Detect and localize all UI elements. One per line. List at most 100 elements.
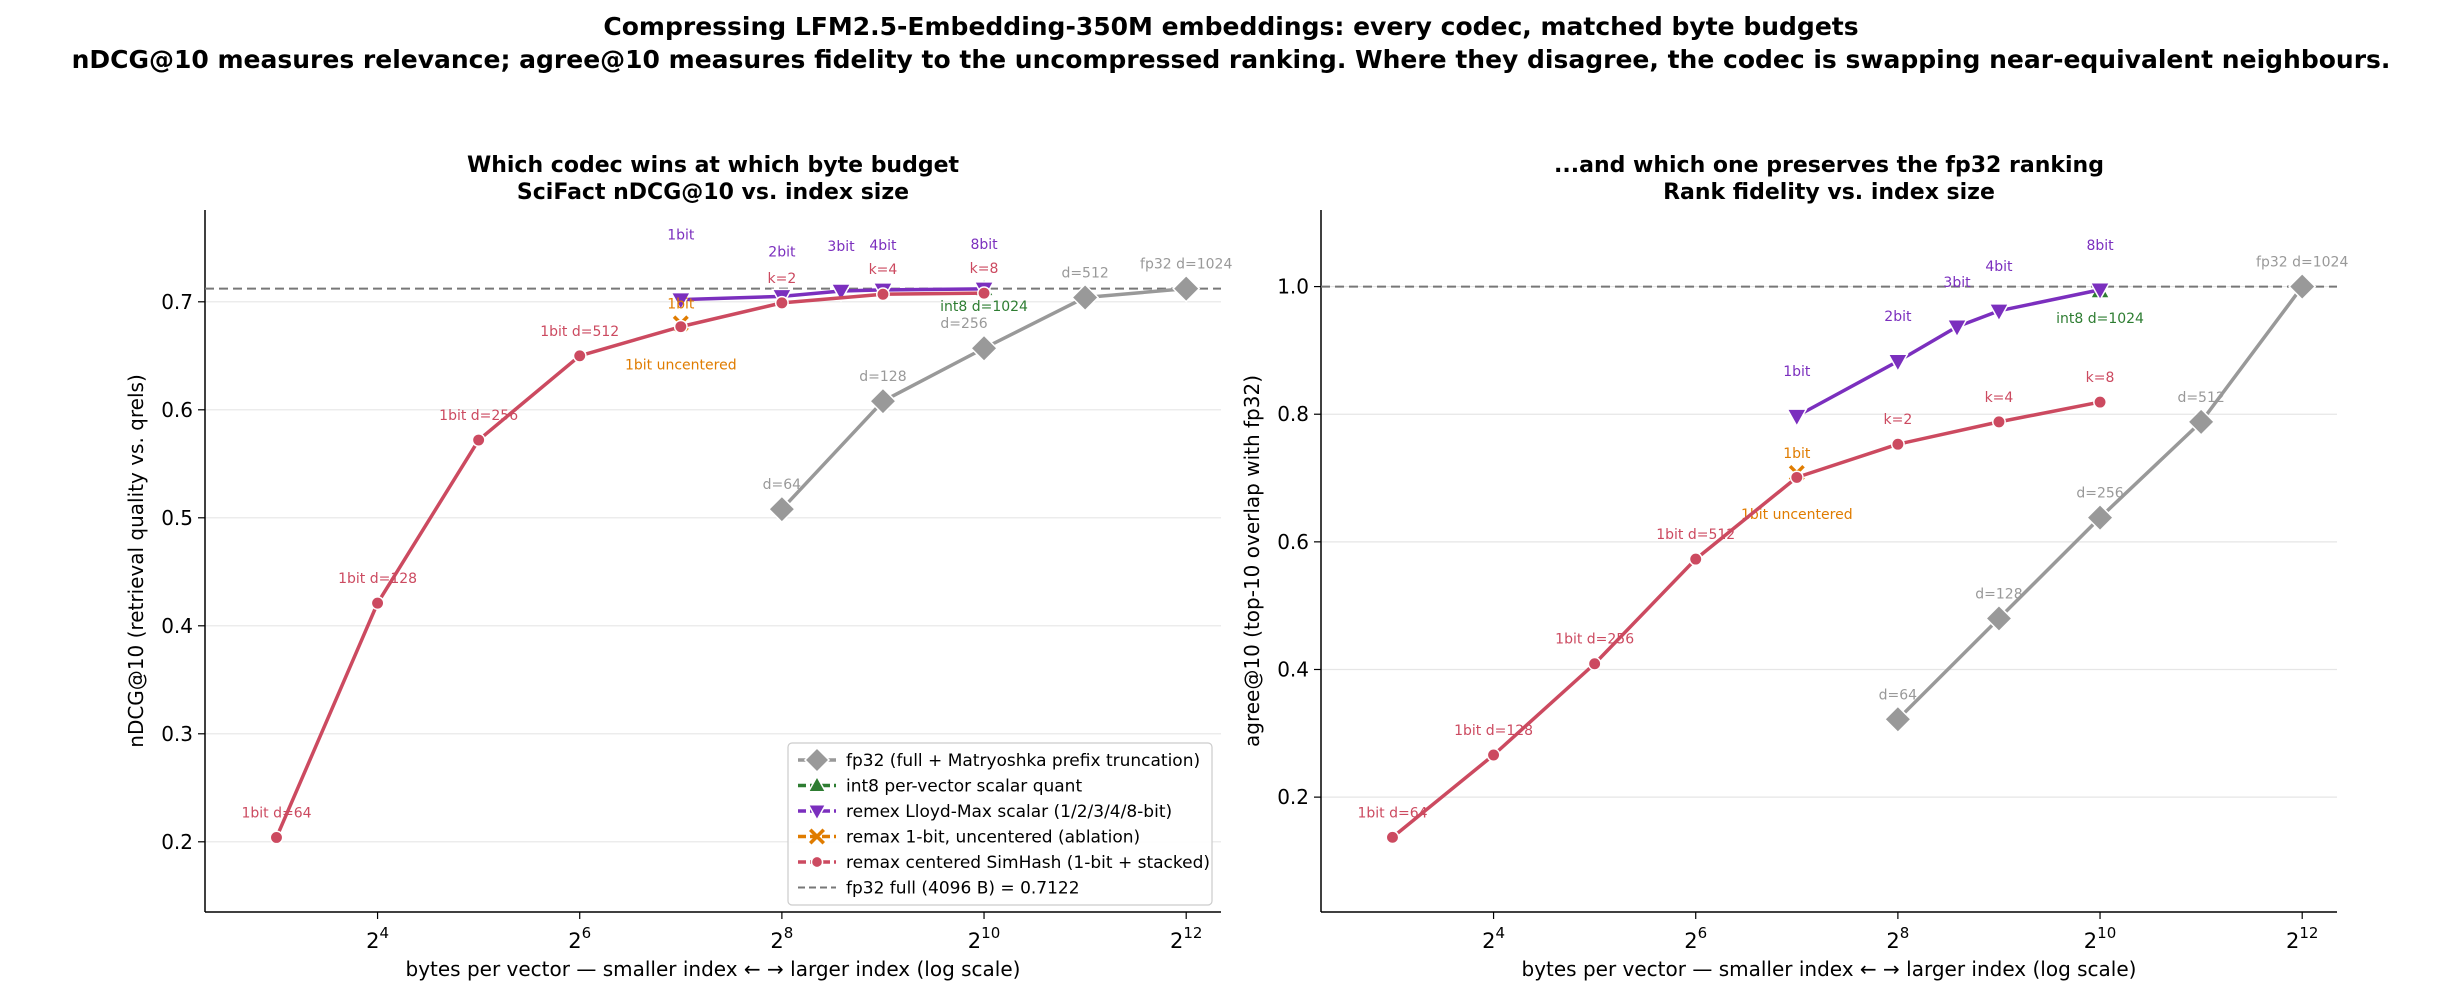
- data-point-simhash: [774, 295, 789, 310]
- data-point-remex: [1988, 303, 2010, 323]
- x-tick-label: 28: [770, 924, 793, 953]
- data-point-simhash: [1789, 470, 1804, 485]
- y-axis-label: nDCG@10 (retrieval quality vs. qrels): [124, 374, 148, 747]
- figure-title: Compressing LFM2.5-Embedding-350M embedd…: [603, 12, 1859, 41]
- data-point-remex: [1887, 353, 1909, 373]
- data-point-fp32: [2187, 407, 2216, 436]
- data-label-simhash: k=2: [768, 271, 797, 287]
- data-label-remex: 8bit: [970, 237, 998, 253]
- legend-label: fp32 (full + Matryoshka prefix truncatio…: [846, 751, 1200, 771]
- data-label-simhash: 1bit d=128: [1454, 723, 1533, 739]
- legend-marker: [803, 746, 831, 774]
- data-label-simhash: 1bit d=64: [241, 805, 311, 821]
- data-label-fp32: fp32 d=1024: [2256, 255, 2348, 271]
- data-label-fp32: d=64: [763, 477, 802, 493]
- series-uncentered: 1bit 1bit uncentered: [625, 296, 737, 373]
- data-point-simhash: [471, 433, 486, 447]
- data-label-fp32: d=512: [2177, 390, 2224, 406]
- data-label-int8: int8 d=1024: [940, 299, 1028, 315]
- data-point-simhash: [1688, 552, 1703, 567]
- data-point-remex: [2089, 282, 2111, 302]
- legend-label: remex Lloyd-Max scalar (1/2/3/4/8-bit): [846, 802, 1172, 822]
- legend: fp32 (full + Matryoshka prefix truncatio…: [787, 742, 1213, 906]
- y-tick-label: 0.7: [161, 290, 193, 314]
- legend-label: fp32 full (4096 B) = 0.7122: [846, 879, 1080, 899]
- data-label-uncentered: 1bit: [667, 296, 695, 312]
- y-tick-label: 1.0: [1277, 275, 1309, 299]
- y-tick-label: 0.3: [161, 722, 193, 746]
- legend-marker: [807, 774, 827, 793]
- series-line-simhash: [274, 291, 985, 839]
- x-axis-label: bytes per vector — smaller index ← → lar…: [406, 957, 1021, 981]
- data-point-simhash: [269, 830, 284, 845]
- legend-marker: [807, 803, 827, 822]
- data-point-fp32: [1172, 274, 1201, 303]
- y-tick-label: 0.6: [1277, 530, 1309, 554]
- y-tick-label: 0.4: [1277, 657, 1309, 681]
- data-label-simhash: k=8: [2086, 370, 2115, 386]
- data-point-remex: [830, 283, 852, 303]
- series-remex: 1bit 2bit 3bit 4bit 8bit: [1783, 238, 2114, 428]
- data-point-simhash: [2093, 395, 2107, 410]
- x-tick-label: 26: [568, 924, 591, 953]
- x-tick-label: 26: [1684, 924, 1707, 953]
- data-label-remex: 3bit: [827, 239, 855, 255]
- data-label-remex: 2bit: [1884, 309, 1912, 325]
- data-label-remex: 8bit: [2086, 238, 2114, 254]
- data-label-uncentered: 1bit uncentered: [1741, 507, 1853, 523]
- data-point-fp32: [1071, 283, 1100, 312]
- y-tick-label: 0.5: [161, 506, 193, 530]
- y-axis-label: agree@10 (top-10 overlap with fp32): [1240, 375, 1264, 747]
- data-point-simhash: [1890, 437, 1905, 452]
- data-label-simhash: 1bit d=256: [439, 408, 518, 424]
- data-point-simhash: [370, 596, 385, 611]
- panel-subtitle: SciFact nDCG@10 vs. index size: [517, 180, 909, 205]
- legend-entry-remex: remex Lloyd-Max scalar (1/2/3/4/8-bit): [798, 802, 1172, 822]
- x-tick-label: 24: [366, 924, 389, 953]
- data-label-uncentered: 1bit: [1783, 446, 1811, 462]
- data-point-simhash: [876, 287, 890, 302]
- data-point-fp32: [1984, 604, 2014, 633]
- data-label-remex: 3bit: [1943, 275, 1971, 291]
- data-label-fp32: d=128: [859, 369, 906, 385]
- y-tick-label: 0.2: [161, 830, 193, 854]
- panel-title: Which codec wins at which byte budget: [467, 153, 960, 178]
- data-point-simhash: [1486, 748, 1501, 762]
- data-point-fp32: [2288, 272, 2317, 301]
- chart-panel-2: ...and which one preserves the fp32 rank…: [1240, 153, 2348, 981]
- data-label-simhash: k=8: [970, 261, 999, 277]
- x-tick-label: 210: [2084, 924, 2116, 953]
- data-point-fp32: [2085, 503, 2115, 532]
- data-point-remex: [1786, 408, 1808, 428]
- x-tick-label: 212: [2286, 924, 2318, 953]
- panel-subtitle: Rank fidelity vs. index size: [1663, 180, 1995, 205]
- data-label-int8: int8 d=1024: [2056, 311, 2144, 327]
- y-tick-label: 0.2: [1277, 785, 1309, 809]
- data-label-simhash: 1bit d=512: [1656, 527, 1735, 543]
- data-label-uncentered: 1bit uncentered: [625, 357, 737, 373]
- series-line-simhash: [1391, 400, 2101, 839]
- series-line-remex: [1795, 288, 2101, 418]
- data-label-simhash: 1bit d=128: [338, 571, 417, 587]
- y-tick-label: 0.8: [1277, 402, 1309, 426]
- x-tick-label: 28: [1886, 924, 1909, 953]
- panel-title: ...and which one preserves the fp32 rank…: [1554, 153, 2104, 178]
- series-fp32: d=64 d=128 d=256 d=512 fp32 d=1024: [763, 257, 1232, 524]
- data-point-fp32: [868, 387, 898, 416]
- data-label-remex: 4bit: [1985, 259, 2013, 275]
- x-tick-label: 24: [1482, 924, 1505, 953]
- legend-label: remax centered SimHash (1-bit + stacked): [846, 853, 1210, 873]
- data-point-simhash: [1587, 656, 1602, 671]
- data-point-fp32: [767, 495, 796, 524]
- legend-box: [787, 742, 1213, 906]
- data-label-fp32: d=256: [940, 316, 987, 332]
- series-remex: 1bit 2bit 3bit 4bit 8bit: [667, 228, 998, 312]
- data-label-simhash: k=2: [1884, 412, 1913, 428]
- data-point-simhash: [1992, 414, 2006, 429]
- legend-label: remax 1-bit, uncentered (ablation): [846, 828, 1140, 848]
- x-axis-label: bytes per vector — smaller index ← → lar…: [1522, 957, 2137, 981]
- data-label-fp32: d=256: [2076, 486, 2123, 502]
- data-label-fp32: d=64: [1879, 687, 1918, 703]
- series-uncentered: 1bit 1bit uncentered: [1741, 446, 1853, 523]
